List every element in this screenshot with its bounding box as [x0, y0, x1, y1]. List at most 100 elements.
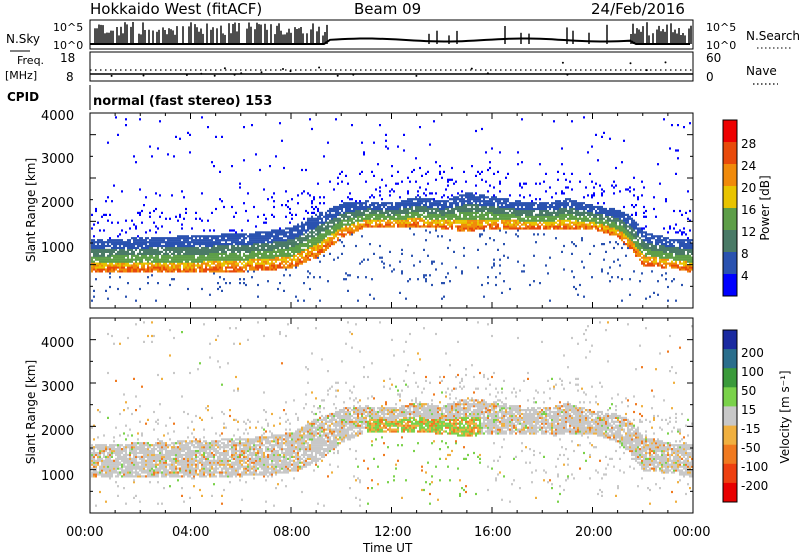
echo-pixel — [629, 215, 631, 218]
echo-pixel — [493, 219, 495, 222]
echo-pixel — [523, 204, 525, 207]
echo-pixel — [95, 264, 97, 267]
echo-pixel — [327, 223, 329, 226]
echo-pixel — [153, 239, 155, 242]
echo-pixel — [387, 207, 389, 211]
echo-pixel — [209, 241, 211, 244]
echo-pixel — [235, 231, 237, 234]
echo-pixel — [147, 264, 149, 267]
echo-pixel — [103, 256, 105, 259]
echo-pixel — [653, 246, 655, 250]
echo-pixel — [421, 213, 423, 216]
echo-pixel — [607, 215, 609, 218]
echo-pixel — [415, 180, 417, 183]
echo-pixel — [211, 268, 213, 271]
echo-pixel — [499, 198, 501, 201]
echo-pixel — [105, 244, 107, 248]
echo-pixel — [451, 204, 453, 207]
echo-pixel — [279, 244, 281, 248]
echo-pixel — [197, 246, 199, 250]
echo-pixel — [245, 243, 247, 246]
echo-pixel — [101, 264, 103, 267]
echo-pixel — [439, 213, 441, 216]
echo-pixel — [153, 264, 155, 267]
echo-pixel — [201, 239, 203, 242]
echo-pixel — [119, 243, 121, 246]
echo-pixel — [475, 202, 477, 205]
echo-pixel — [291, 198, 293, 201]
echo-pixel — [169, 231, 171, 234]
echo-pixel — [653, 260, 655, 263]
echo-pixel — [119, 260, 121, 263]
echo-pixel — [149, 254, 151, 257]
echo-pixel — [319, 229, 321, 232]
echo-pixel — [171, 244, 173, 248]
echo-pixel — [201, 256, 203, 259]
echo-pixel — [455, 225, 457, 228]
echo-pixel — [233, 260, 235, 263]
echo-pixel — [623, 241, 625, 244]
echo-pixel — [153, 241, 155, 244]
echo-pixel — [91, 270, 93, 273]
echo-pixel — [275, 233, 277, 236]
echo-pixel — [409, 217, 411, 220]
echo-pixel — [91, 268, 93, 271]
echo-pixel — [559, 213, 561, 216]
echo-pixel — [303, 256, 305, 259]
echo-pixel — [119, 256, 121, 259]
echo-pixel — [247, 244, 249, 248]
echo-pixel — [361, 170, 363, 173]
echo-pixel — [559, 227, 561, 230]
echo-pixel — [411, 223, 413, 226]
echo-pixel — [245, 258, 247, 261]
echo-pixel — [517, 211, 519, 214]
echo-pixel — [471, 217, 473, 220]
echo-pixel — [553, 219, 555, 222]
echo-pixel — [607, 219, 609, 222]
echo-pixel — [365, 215, 367, 218]
echo-pixel — [651, 264, 653, 267]
echo-pixel — [171, 246, 173, 250]
echo-pixel — [659, 244, 661, 248]
echo-pixel — [153, 268, 155, 271]
echo-pixel — [455, 213, 457, 216]
echo-pixel — [345, 272, 347, 275]
echo-pixel — [523, 182, 525, 185]
echo-pixel — [539, 198, 541, 201]
echo-pixel — [357, 202, 359, 205]
echo-pixel — [177, 260, 179, 263]
echo-pixel — [495, 276, 497, 279]
echo-pixel — [367, 258, 369, 261]
echo-pixel — [199, 258, 201, 261]
echo-pixel — [167, 239, 169, 242]
echo-pixel — [321, 213, 323, 216]
echo-pixel — [399, 223, 401, 226]
echo-pixel — [319, 213, 321, 216]
echo-pixel — [523, 209, 525, 213]
echo-pixel — [515, 213, 517, 216]
echo-pixel — [429, 200, 431, 203]
echo-pixel — [107, 196, 109, 199]
echo-pixel — [631, 223, 633, 226]
echo-pixel — [207, 256, 209, 259]
echo-pixel — [293, 229, 295, 232]
echo-pixel — [459, 213, 461, 216]
echo-pixel — [575, 213, 577, 216]
echo-pixel — [289, 254, 291, 257]
echo-pixel — [371, 211, 373, 214]
echo-pixel — [643, 260, 645, 263]
echo-pixel — [533, 217, 535, 220]
echo-pixel — [217, 258, 219, 261]
echo-pixel — [521, 219, 523, 222]
echo-pixel — [621, 235, 623, 238]
echo-pixel — [561, 213, 563, 216]
echo-pixel — [341, 219, 343, 222]
echo-pixel — [303, 229, 305, 232]
freq-dot — [240, 72, 243, 75]
echo-pixel — [659, 239, 661, 242]
echo-pixel — [269, 250, 271, 253]
echo-pixel — [201, 192, 203, 195]
echo-pixel — [511, 205, 513, 209]
echo-pixel — [257, 250, 259, 253]
echo-pixel — [569, 209, 571, 213]
